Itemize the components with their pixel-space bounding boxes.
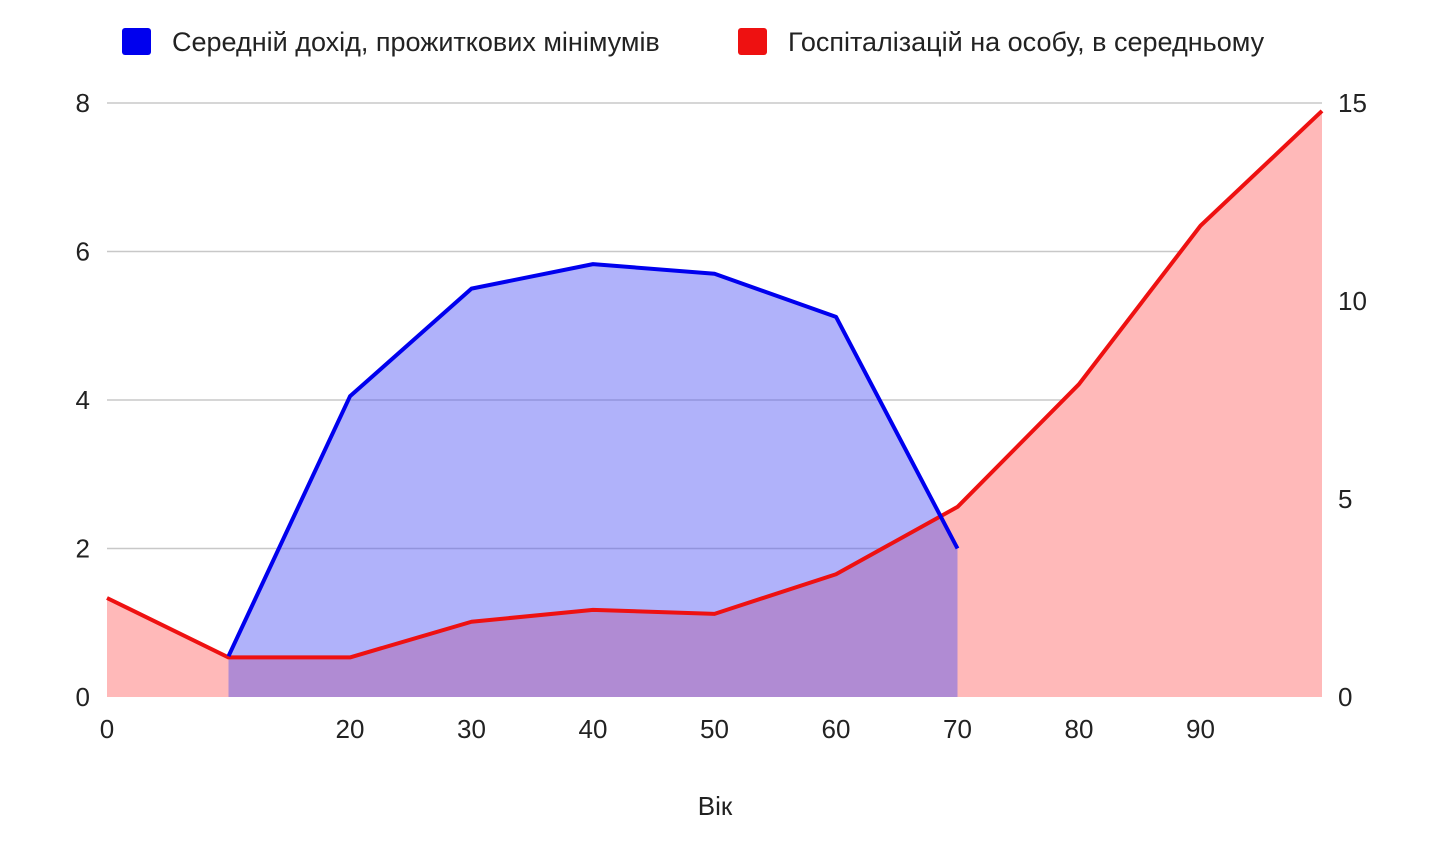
right-tick-15: 15: [1338, 88, 1367, 118]
x-axis-title: Вік: [698, 791, 733, 821]
left-tick-0: 0: [76, 682, 90, 712]
x-tick-90: 90: [1186, 714, 1215, 744]
x-tick-70: 70: [943, 714, 972, 744]
x-axis: 0 20 30 40 50 60 70 80 90: [100, 714, 1215, 744]
x-tick-60: 60: [822, 714, 851, 744]
x-tick-20: 20: [336, 714, 365, 744]
right-tick-10: 10: [1338, 286, 1367, 316]
series-lines: [106, 109, 1324, 660]
right-tick-5: 5: [1338, 484, 1352, 514]
left-tick-2: 2: [76, 534, 90, 564]
left-tick-6: 6: [76, 237, 90, 267]
legend-swatch-hospitalizations: [738, 28, 767, 55]
area-hospitalizations: [107, 110, 1322, 698]
line-hospitalizations: [106, 109, 1324, 660]
area-income: [228, 264, 958, 697]
right-y-axis: 0 5 10 15: [1338, 88, 1367, 712]
legend-label-hospitalizations: Госпіталізацій на особу, в середньому: [788, 27, 1265, 57]
left-y-axis: 0 2 4 6 8: [76, 88, 90, 712]
legend-swatch-income: [122, 28, 151, 55]
x-tick-0: 0: [100, 714, 114, 744]
x-tick-40: 40: [579, 714, 608, 744]
legend: Середній дохід, прожиткових мінімумів Гос…: [122, 27, 1265, 57]
x-tick-30: 30: [457, 714, 486, 744]
x-tick-50: 50: [700, 714, 729, 744]
right-tick-0: 0: [1338, 682, 1352, 712]
x-tick-80: 80: [1065, 714, 1094, 744]
area-fills: [107, 110, 1322, 698]
left-tick-4: 4: [76, 385, 90, 415]
left-tick-8: 8: [76, 88, 90, 118]
legend-label-income: Середній дохід, прожиткових мінімумів: [172, 27, 660, 57]
line-income: [226, 262, 960, 658]
